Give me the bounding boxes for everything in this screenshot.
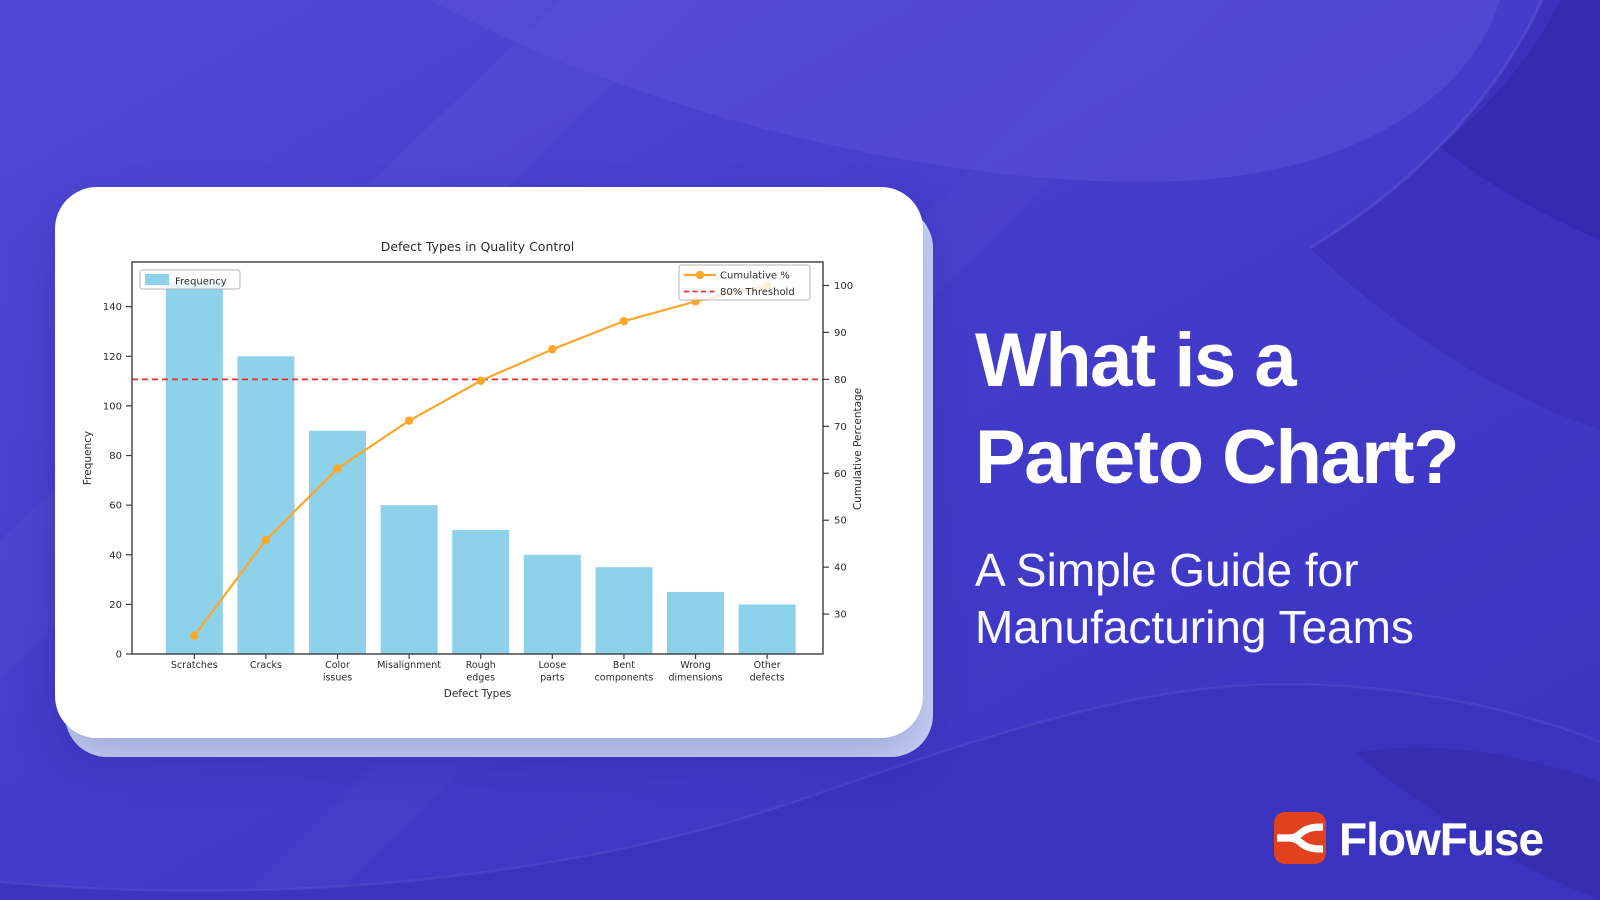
- y-tick-label-left: 40: [109, 550, 122, 561]
- cumulative-marker: [619, 316, 629, 326]
- x-tick-label: Color issues: [323, 660, 352, 684]
- bar: [667, 591, 725, 654]
- legend-cumulative: Cumulative % 80% Threshold: [678, 264, 811, 301]
- legend-frequency: Frequency: [139, 269, 241, 290]
- legend-marker-cumulative: [695, 270, 705, 280]
- y-tick-label-right: 60: [834, 469, 847, 480]
- y-axis-title-left: Frequency: [82, 431, 94, 485]
- bar: [595, 567, 653, 654]
- x-tick-label: Cracks: [250, 660, 282, 671]
- cumulative-marker: [333, 464, 342, 473]
- cumulative-marker: [190, 631, 199, 640]
- pareto-chart: Defect Types in Quality Control 0 20 40 60 80…: [82, 239, 864, 700]
- x-tick-label: Scratches: [171, 660, 218, 671]
- x-tick-label: Wrong dimensions: [668, 660, 722, 684]
- bar: [165, 281, 223, 654]
- y-axis-left: 0 20 40 60 80 100 120 140: [103, 302, 132, 661]
- legend-label-cumulative: Cumulative %: [720, 271, 790, 282]
- wave-top-right-ridge: [1309, 0, 1544, 250]
- x-tick-label: Other defects: [750, 660, 785, 684]
- plot-border: [131, 261, 824, 655]
- cumulative-marker: [548, 345, 557, 354]
- bar: [738, 604, 796, 654]
- y-tick-label-left: 120: [103, 352, 122, 363]
- page-subtitle-line2: Manufacturing Teams: [975, 601, 1414, 653]
- legend-swatch-frequency: [145, 274, 169, 285]
- y-tick-label-left: 0: [116, 650, 122, 661]
- page-subtitle-line1: A Simple Guide for: [975, 544, 1359, 596]
- y-axis-right: 30 40 50 60 70 80 90 100: [823, 281, 853, 621]
- legend-label-frequency: Frequency: [175, 277, 227, 288]
- y-tick-label-right: 100: [834, 281, 853, 292]
- cumulative-marker: [261, 535, 271, 545]
- y-tick-label-left: 80: [109, 451, 122, 462]
- flowfuse-logo: FlowFuse: [1274, 812, 1544, 865]
- y-tick-label-right: 40: [834, 563, 847, 574]
- cumulative-marker: [404, 416, 414, 425]
- bar: [237, 356, 295, 654]
- x-axis-title: Defect Types: [444, 688, 512, 700]
- y-tick-label-left: 20: [109, 600, 122, 611]
- cumulative-marker: [476, 376, 485, 385]
- x-tick-label: Rough edges: [466, 660, 496, 684]
- y-tick-label-left: 140: [103, 302, 122, 313]
- page-title-line2: Pareto Chart?: [975, 415, 1460, 500]
- wave-top-light: [430, 0, 1500, 182]
- hero-text: What is a Pareto Chart? A Simple Guide f…: [975, 312, 1460, 656]
- brand-name: FlowFuse: [1339, 813, 1544, 865]
- flowfuse-fork-icon: [1274, 812, 1326, 864]
- x-tick-label: Misalignment: [377, 660, 441, 671]
- y-tick-label-right: 70: [834, 422, 847, 433]
- wave-bottom-dark: [0, 684, 1600, 900]
- x-tick-label: Loose parts: [539, 660, 567, 684]
- y-tick-label-left: 100: [103, 401, 122, 412]
- chart-title: Defect Types in Quality Control: [381, 239, 575, 254]
- wave-top-corner-darker: [1440, 0, 1600, 240]
- y-tick-label-right: 80: [834, 375, 847, 386]
- y-axis-title-right: Cumulative Percentage: [852, 388, 864, 510]
- x-tick-label: Bent components: [595, 660, 654, 684]
- bar: [380, 505, 438, 654]
- y-tick-label-right: 50: [834, 516, 847, 527]
- y-tick-label-right: 30: [834, 610, 847, 621]
- wave-bottom-ridge: [0, 683, 1600, 893]
- y-tick-label-left: 60: [109, 501, 122, 512]
- chart-card: Defect Types in Quality Control 0 20 40 60 80…: [55, 187, 923, 738]
- page-title: What is a Pareto Chart?: [975, 312, 1460, 506]
- page-subtitle: A Simple Guide for Manufacturing Teams: [975, 542, 1458, 656]
- legend-label-threshold: 80% Threshold: [720, 287, 795, 298]
- bar: [452, 529, 510, 654]
- bar: [309, 430, 367, 654]
- bar: [523, 554, 581, 654]
- wave-bottom-corner-darker: [1355, 747, 1600, 900]
- y-tick-label-right: 90: [834, 328, 847, 339]
- x-axis: Scratches Cracks Color issues Misalignment Ro…: [171, 654, 785, 684]
- page-title-line1: What is a: [975, 318, 1297, 403]
- bar-series: [165, 281, 796, 654]
